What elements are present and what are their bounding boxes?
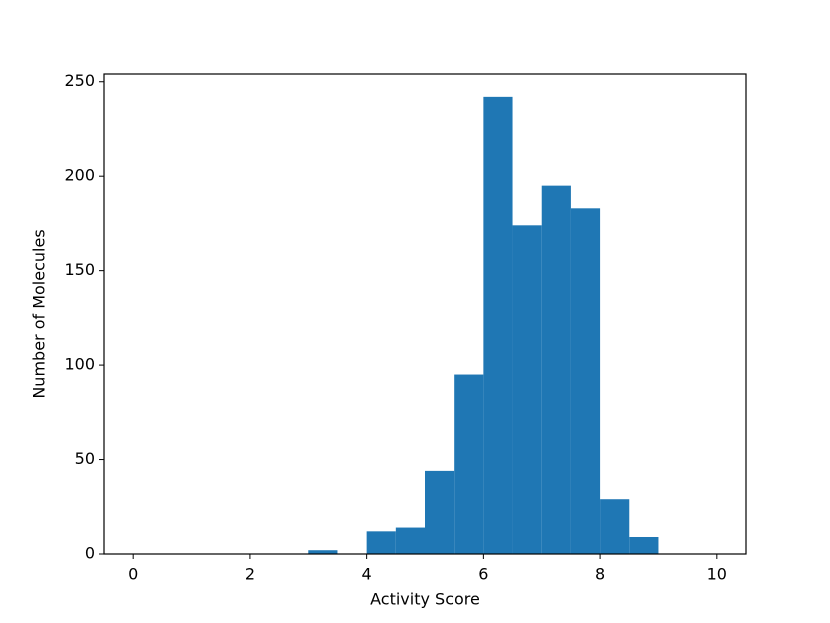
- y-tick-label: 200: [64, 166, 95, 185]
- plot-frame: [103, 73, 747, 555]
- bar: [600, 499, 630, 554]
- bar: [395, 527, 425, 554]
- x-tick-label: 2: [245, 565, 255, 584]
- y-tick-label: 150: [64, 260, 95, 279]
- x-tick-label: 8: [595, 565, 605, 584]
- y-axis-label: Number of Molecules: [30, 229, 49, 398]
- x-tick-label: 0: [128, 565, 138, 584]
- y-tick-label: 100: [64, 355, 95, 374]
- bar: [512, 225, 542, 555]
- y-tick-label: 0: [85, 544, 95, 563]
- bar: [483, 96, 513, 554]
- x-axis-label: Activity Score: [370, 590, 480, 609]
- bar: [454, 374, 484, 554]
- x-tick-label: 10: [707, 565, 727, 584]
- bar: [570, 208, 601, 554]
- bar: [425, 470, 455, 554]
- y-tick-label: 50: [75, 449, 95, 468]
- x-tick-label: 4: [362, 565, 372, 584]
- bar: [541, 185, 571, 554]
- bar: [366, 531, 396, 554]
- bar: [308, 550, 338, 554]
- bar: [629, 536, 659, 554]
- x-tick-label: 6: [478, 565, 488, 584]
- y-tick-label: 250: [64, 71, 95, 90]
